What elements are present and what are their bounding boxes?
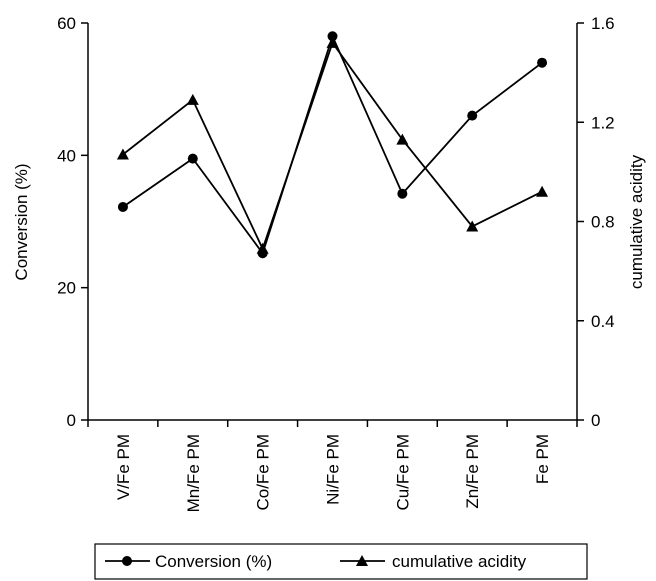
data-point-conversion [117,201,128,212]
y-tick-label-right: 1.2 [591,113,615,132]
legend-marker-triangle [356,555,368,566]
x-tick-label: Ni/Fe PM [324,434,343,505]
y-tick-label-right: 1.6 [591,14,615,33]
data-point-acidity [256,242,269,254]
y-tick-label-right: 0 [591,411,600,430]
x-tick-label: Zn/Fe PM [463,434,482,509]
data-point-conversion [187,153,198,164]
y-tick-label-left: 0 [67,411,76,430]
y-tick-label-left: 40 [57,146,76,165]
series-line-conversion [122,33,543,256]
data-point-acidity [116,148,129,160]
y-tick-label-left: 60 [57,14,76,33]
x-tick-label: Co/Fe PM [254,434,273,511]
y-tick-label-right: 0.8 [591,213,615,232]
data-point-conversion [327,31,338,42]
y-axis-title-left: Conversion (%) [12,163,31,280]
y-tick-label-left: 20 [57,279,76,298]
data-point-acidity [536,185,549,197]
data-point-acidity [186,93,199,105]
data-point-conversion [397,188,408,199]
x-tick-label: Fe PM [533,434,552,484]
y-tick-label-right: 0.4 [591,312,615,331]
data-point-acidity [396,133,409,145]
legend-marker-circle [122,556,132,566]
x-tick-label: Cu/Fe PM [393,434,412,511]
legend-label-conversion: Conversion (%) [155,552,272,571]
series-line-acidity [122,40,543,252]
data-point-acidity [326,36,339,48]
data-point-acidity [466,220,479,232]
y-axis-title-right: cumulative acidity [627,154,646,289]
series-layer [116,31,549,259]
data-point-conversion [467,110,478,121]
legend-label-acidity: cumulative acidity [392,552,527,571]
x-tick-label: Mn/Fe PM [184,434,203,512]
axes: 0 20 40 60 0 0.4 0.8 1.2 1.6 V/Fe PM Mn/Fe PM Co/Fe… [57,14,615,512]
x-tick-label: V/Fe PM [114,434,133,500]
data-point-conversion [537,57,548,68]
legend: Conversion (%) cumulative acidity [94,543,588,580]
